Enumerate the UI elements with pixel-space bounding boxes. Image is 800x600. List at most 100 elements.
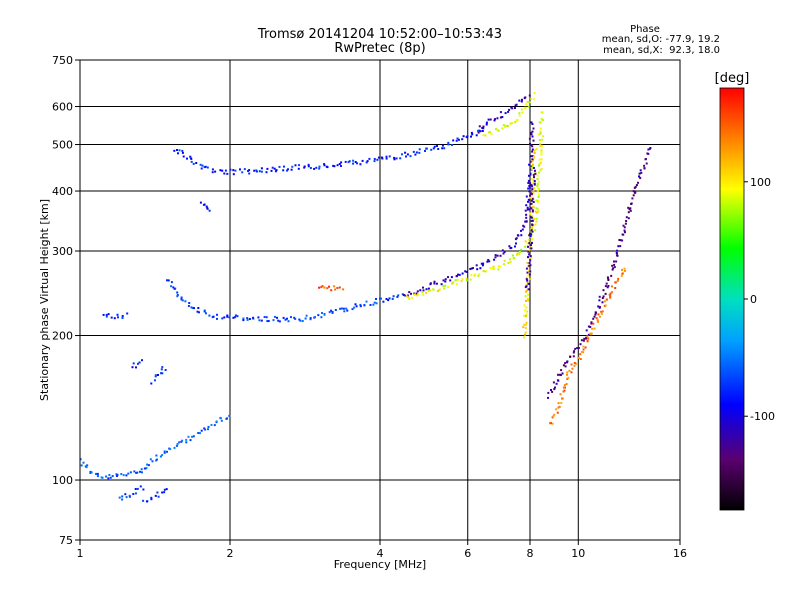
data-point (516, 253, 518, 256)
data-point (228, 414, 231, 417)
data-point (563, 389, 566, 392)
y-tick-label: 400 (52, 185, 73, 198)
data-point (528, 101, 531, 104)
data-point (528, 262, 531, 264)
data-point (530, 202, 533, 205)
data-point (432, 288, 435, 291)
data-point (286, 317, 288, 320)
data-point (557, 379, 560, 382)
data-point (622, 233, 625, 236)
data-point (591, 327, 594, 330)
data-point (333, 285, 336, 288)
data-point (529, 259, 532, 262)
data-point (339, 307, 342, 310)
data-point (597, 305, 600, 308)
data-point (514, 245, 516, 248)
data-point (507, 262, 510, 264)
data-point (475, 264, 478, 267)
data-point (198, 432, 201, 435)
data-point (344, 160, 347, 163)
data-point (490, 132, 493, 135)
data-point (620, 274, 623, 277)
data-point (551, 422, 554, 425)
data-point (406, 295, 409, 298)
data-point (611, 268, 614, 271)
data-point (140, 468, 143, 471)
data-point (89, 470, 92, 473)
data-point (501, 127, 504, 130)
data-point (530, 247, 533, 250)
data-point (278, 320, 281, 323)
colorbar-tick-label: 0 (750, 293, 757, 306)
data-point (307, 165, 310, 168)
data-point (484, 134, 487, 137)
data-point (604, 285, 607, 288)
data-point (348, 160, 351, 163)
data-point (408, 291, 411, 294)
data-point (542, 135, 545, 138)
data-point (425, 288, 428, 291)
data-point (531, 197, 534, 200)
data-point (520, 234, 523, 237)
data-point (210, 424, 213, 426)
data-point (618, 239, 621, 241)
data-point (321, 312, 323, 314)
data-point (437, 148, 440, 150)
data-point (410, 292, 412, 295)
data-point (309, 318, 312, 321)
data-point (606, 276, 609, 279)
data-point (410, 296, 413, 299)
data-point (564, 362, 567, 365)
data-point (611, 285, 613, 288)
data-point (532, 201, 535, 203)
data-point (530, 131, 533, 134)
data-point (539, 130, 542, 133)
data-point (102, 313, 105, 316)
data-point (323, 164, 326, 167)
data-point (457, 273, 459, 276)
data-point (154, 494, 157, 497)
data-point (565, 383, 568, 386)
data-point (480, 262, 483, 265)
data-point (170, 285, 173, 288)
data-point (173, 149, 176, 152)
data-point (469, 278, 472, 281)
data-point (524, 96, 527, 99)
data-point (176, 295, 179, 298)
data-point (270, 169, 273, 172)
data-point (534, 172, 537, 175)
data-point (531, 150, 534, 153)
data-point (180, 296, 183, 299)
data-point (532, 192, 535, 195)
data-point (399, 157, 402, 160)
data-point (576, 347, 579, 349)
data-point (508, 258, 511, 261)
data-points (79, 92, 652, 503)
data-point (176, 291, 179, 294)
data-point (100, 476, 103, 479)
data-point (559, 374, 562, 376)
data-point (373, 160, 376, 163)
data-point (616, 279, 619, 282)
data-point (157, 495, 160, 498)
data-point (529, 245, 531, 248)
data-point (516, 234, 519, 237)
data-point (368, 157, 371, 160)
data-point (163, 450, 166, 453)
data-point (509, 122, 512, 125)
data-point (124, 493, 127, 496)
data-point (414, 153, 417, 156)
data-point (616, 254, 619, 257)
data-point (161, 366, 164, 369)
data-point (598, 299, 601, 302)
data-point (489, 267, 492, 269)
data-point (647, 148, 650, 151)
data-point (318, 167, 321, 170)
data-point (532, 179, 535, 182)
colorbar-ticks: 100 0 -100 (744, 176, 775, 423)
data-point (525, 306, 528, 309)
data-point (346, 309, 349, 312)
data-point (525, 195, 528, 198)
data-point (531, 163, 534, 166)
data-point (466, 135, 469, 138)
